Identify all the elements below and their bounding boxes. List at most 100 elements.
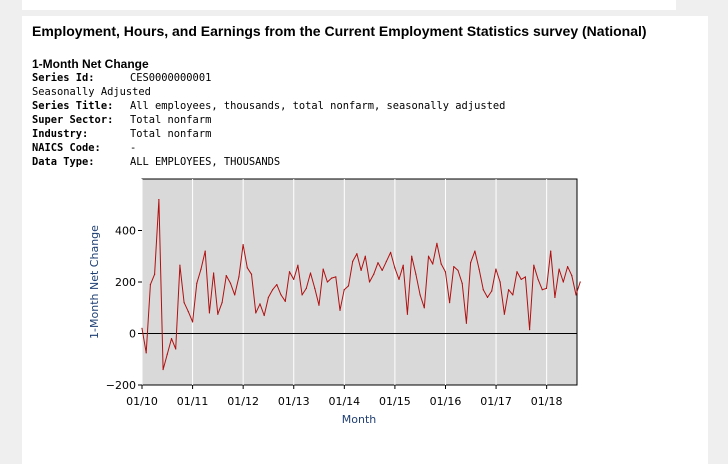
data-point	[141, 327, 143, 329]
meta-row: Industry: Total nonfarm	[32, 127, 505, 141]
data-points	[141, 199, 581, 371]
data-point	[187, 311, 189, 313]
meta-row: Series Title: All employees, thousands, t…	[32, 99, 505, 113]
data-point	[453, 265, 455, 268]
data-point	[339, 309, 341, 311]
data-point	[322, 268, 324, 270]
meta-key: Super Sector:	[32, 114, 114, 126]
data-point	[234, 294, 236, 296]
x-axis-ticks: 01/10 01/11 01/12 01/13 01/14 01/15 01/16 01/17…	[126, 385, 563, 408]
data-point	[545, 287, 548, 290]
data-point	[364, 255, 366, 257]
data-point	[158, 199, 160, 201]
data-point	[213, 272, 215, 274]
y-tick-label: 200	[115, 276, 136, 289]
data-point	[318, 304, 320, 306]
data-point	[288, 271, 291, 273]
data-point	[347, 285, 350, 287]
meta-value: Total nonfarm	[130, 114, 212, 126]
data-point	[415, 273, 417, 275]
data-point	[444, 271, 446, 273]
data-point	[175, 348, 177, 350]
x-tick-label: 01/15	[379, 395, 411, 408]
data-point	[145, 352, 147, 354]
data-point	[398, 278, 400, 281]
data-point	[554, 296, 556, 299]
data-point	[448, 302, 451, 304]
data-point	[470, 262, 472, 264]
data-point	[352, 260, 354, 262]
meta-value: CES0000000001	[130, 72, 212, 84]
data-point	[204, 250, 206, 252]
data-point	[499, 281, 501, 283]
x-tick-label: 01/13	[278, 395, 310, 408]
data-point	[373, 273, 375, 275]
data-point	[440, 263, 442, 265]
data-point	[326, 281, 328, 283]
data-point	[491, 290, 493, 292]
data-point	[259, 303, 261, 305]
meta-key: NAICS Code:	[32, 142, 101, 154]
data-point	[457, 269, 459, 272]
data-point	[301, 294, 303, 296]
data-point	[461, 282, 463, 284]
data-point	[191, 321, 194, 323]
data-point	[529, 329, 531, 331]
data-point	[516, 271, 518, 273]
y-axis-label: 1-Month Net Change	[88, 225, 101, 339]
gridlines	[141, 179, 548, 385]
meta-row: Series Id: CES0000000001	[32, 71, 505, 85]
data-point	[423, 307, 425, 309]
meta-row: Data Type: ALL EMPLOYEES, THOUSANDS	[32, 155, 505, 169]
data-point	[385, 260, 387, 262]
data-point	[507, 289, 510, 291]
data-point	[436, 242, 438, 244]
data-point	[562, 281, 564, 283]
data-point	[482, 289, 484, 291]
data-point	[217, 313, 219, 315]
data-point	[520, 278, 522, 281]
data-point	[427, 255, 430, 257]
data-point	[335, 276, 337, 278]
data-point	[162, 368, 164, 371]
x-tick-label: 01/11	[177, 395, 209, 408]
data-point	[474, 250, 476, 252]
x-tick-label: 01/14	[328, 395, 360, 408]
y-tick-label: 400	[115, 225, 136, 238]
data-point	[263, 314, 265, 317]
data-point	[368, 281, 371, 283]
y-tick-label: 0	[129, 328, 136, 341]
data-point	[419, 294, 421, 296]
page-title: Employment, Hours, and Earnings from the…	[32, 23, 647, 39]
data-point	[381, 269, 383, 272]
data-point	[343, 289, 345, 291]
data-point	[402, 264, 404, 266]
data-point	[221, 302, 223, 304]
data-point	[533, 264, 535, 266]
meta-row: Super Sector: Total nonfarm	[32, 113, 505, 127]
data-point	[166, 353, 168, 355]
data-point	[200, 268, 202, 270]
data-point	[512, 294, 514, 296]
x-tick-label: 01/17	[480, 395, 512, 408]
data-point	[331, 277, 333, 279]
data-point	[179, 264, 181, 266]
data-point	[550, 250, 552, 252]
data-point	[558, 268, 560, 270]
meta-key: Industry:	[32, 128, 89, 140]
data-point	[432, 263, 434, 265]
data-point	[411, 255, 413, 257]
meta-row: NAICS Code: -	[32, 141, 505, 155]
data-point	[196, 282, 198, 284]
data-point	[356, 253, 358, 255]
x-tick-label: 01/12	[227, 395, 259, 408]
data-point	[297, 264, 299, 266]
data-point	[229, 282, 232, 284]
data-point	[267, 296, 270, 299]
data-point	[495, 268, 497, 270]
y-axis-ticks: −200 0 200 400	[106, 225, 142, 392]
data-point	[255, 312, 257, 314]
meta-key: Data Type:	[32, 156, 95, 168]
data-point	[154, 273, 156, 275]
top-panel-strip	[22, 0, 676, 10]
